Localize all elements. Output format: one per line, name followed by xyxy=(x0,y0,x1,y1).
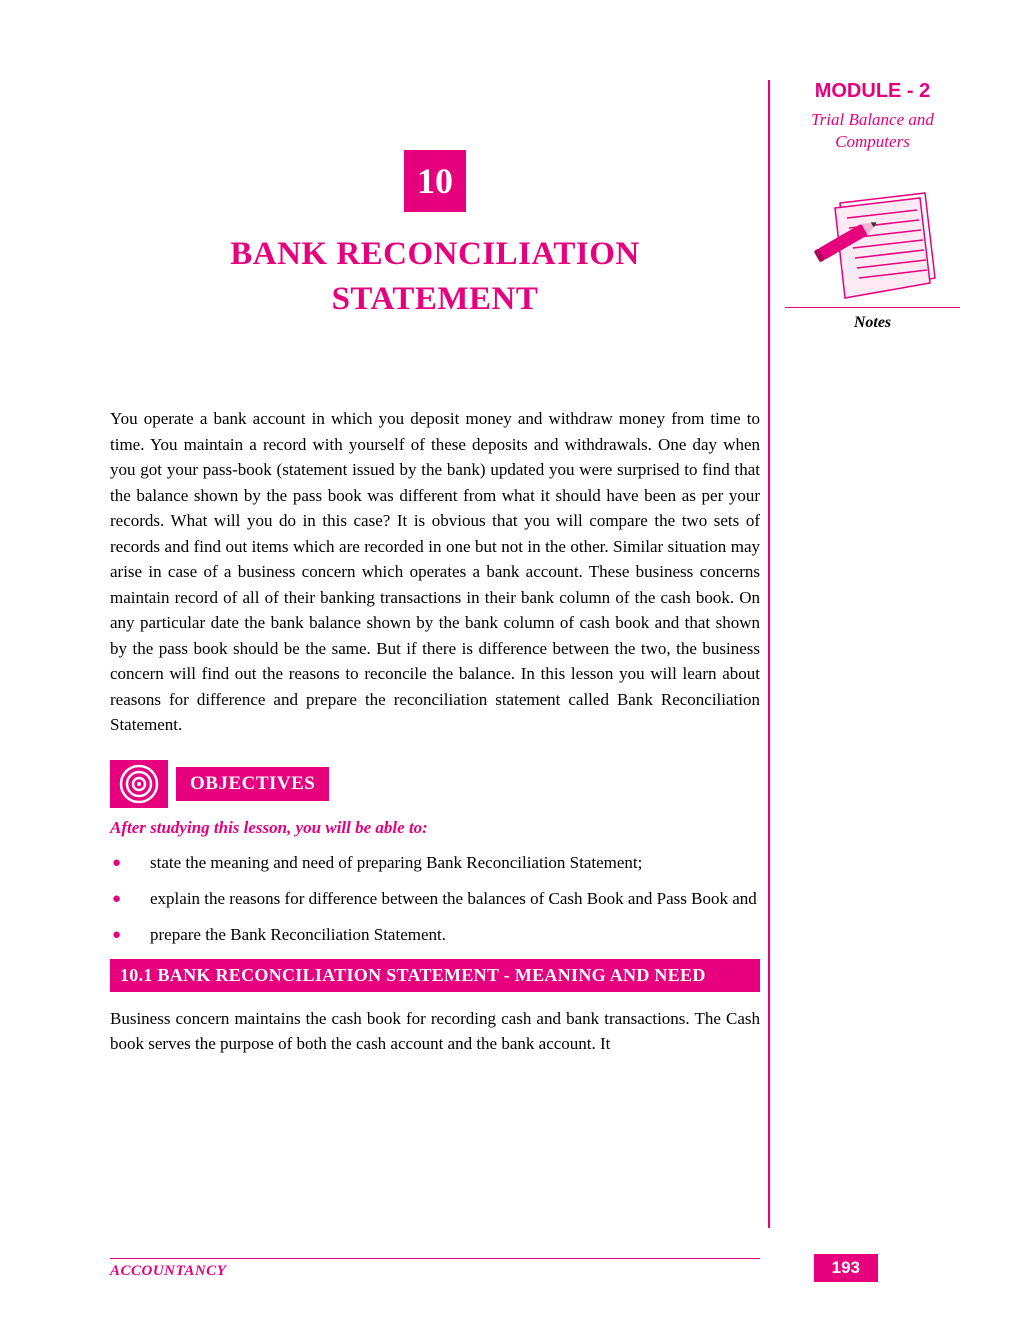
module-subtitle: Trial Balance and Computers xyxy=(785,109,960,153)
footer-row: ACCOUNTANCY xyxy=(110,1263,760,1280)
chapter-number: 10 xyxy=(404,150,466,212)
notes-icon xyxy=(785,188,960,303)
page-container: MODULE - 2 Trial Balance and Computers xyxy=(0,0,1020,1320)
objectives-list: state the meaning and need of preparing … xyxy=(110,850,760,949)
objectives-intro: After studying this lesson, you will be … xyxy=(110,818,760,838)
list-item: explain the reasons for difference betwe… xyxy=(110,886,760,912)
section-text: Business concern maintains the cash book… xyxy=(110,1006,760,1057)
objectives-header: OBJECTIVES xyxy=(110,760,760,808)
main-content: 10 BANK RECONCILIATION STATEMENT You ope… xyxy=(110,80,760,1057)
notes-label: Notes xyxy=(785,314,960,332)
chapter-title-line2: STATEMENT xyxy=(332,281,539,317)
objectives-icon xyxy=(110,760,168,808)
list-item: prepare the Bank Reconciliation Statemen… xyxy=(110,922,760,948)
intro-paragraph: You operate a bank account in which you … xyxy=(110,406,760,738)
module-subtitle-line1: Trial Balance and xyxy=(811,110,934,129)
list-item: state the meaning and need of preparing … xyxy=(110,850,760,876)
chapter-title: BANK RECONCILIATION STATEMENT xyxy=(110,232,760,321)
page-number: 193 xyxy=(814,1254,878,1282)
module-title: MODULE - 2 xyxy=(785,80,960,103)
objectives-heading: OBJECTIVES xyxy=(176,767,329,801)
chapter-title-line1: BANK RECONCILIATION xyxy=(230,236,640,272)
footer-divider xyxy=(110,1258,760,1259)
module-subtitle-line2: Computers xyxy=(835,132,910,151)
section-heading: 10.1 BANK RECONCILIATION STATEMENT - MEA… xyxy=(110,959,760,992)
sidebar: MODULE - 2 Trial Balance and Computers xyxy=(785,80,960,332)
notes-divider xyxy=(785,307,960,308)
footer-subject: ACCOUNTANCY xyxy=(110,1263,760,1280)
vertical-divider xyxy=(768,80,770,1228)
